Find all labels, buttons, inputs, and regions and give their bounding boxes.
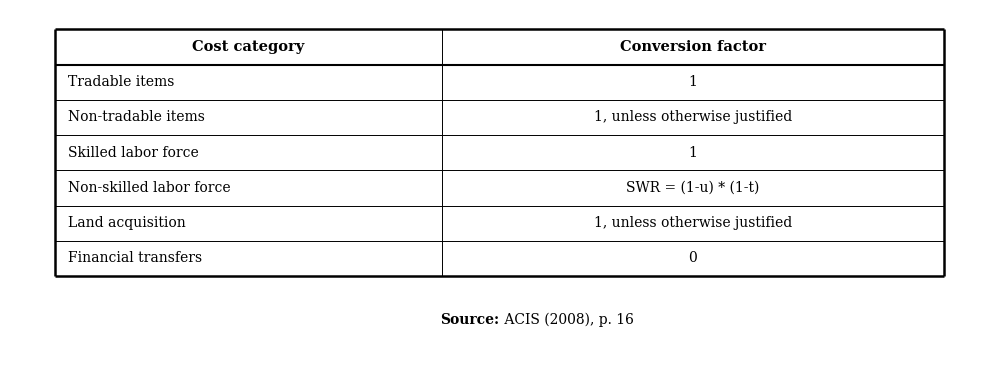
Text: 1: 1: [688, 75, 697, 89]
Text: Non-tradable items: Non-tradable items: [68, 110, 205, 124]
Text: Land acquisition: Land acquisition: [68, 216, 186, 230]
Text: Skilled labor force: Skilled labor force: [68, 146, 199, 160]
Text: Tradable items: Tradable items: [68, 75, 174, 89]
Text: 1: 1: [688, 146, 697, 160]
Text: Non-skilled labor force: Non-skilled labor force: [68, 181, 231, 195]
Text: 1, unless otherwise justified: 1, unless otherwise justified: [593, 110, 792, 124]
Text: Financial transfers: Financial transfers: [68, 251, 202, 265]
Text: Source:: Source:: [441, 313, 500, 327]
Text: Conversion factor: Conversion factor: [620, 40, 766, 54]
Text: SWR = (1-u) * (1-t): SWR = (1-u) * (1-t): [626, 181, 759, 195]
Text: 0: 0: [688, 251, 697, 265]
Text: 1, unless otherwise justified: 1, unless otherwise justified: [593, 216, 792, 230]
Text: Cost category: Cost category: [192, 40, 305, 54]
Text: ACIS (2008), p. 16: ACIS (2008), p. 16: [500, 313, 633, 328]
